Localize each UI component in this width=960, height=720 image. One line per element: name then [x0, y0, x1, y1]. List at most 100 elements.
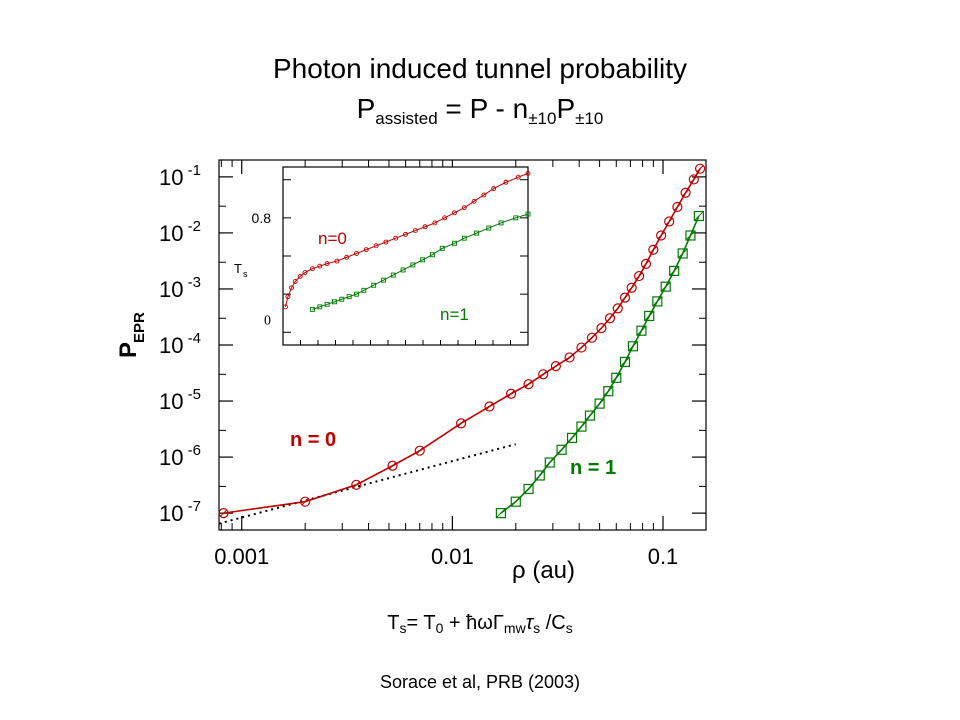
inset-data-point-n0: [461, 205, 467, 211]
data-point-n0: [640, 258, 652, 269]
inset-ylabel-main: T: [234, 261, 242, 276]
data-point-n0: [414, 445, 425, 456]
formula: Ts= T0 + ħωΓmwτs /Cs: [0, 612, 960, 636]
formula-tau-sub: s: [533, 620, 541, 636]
data-point-n0-slash: [301, 498, 309, 506]
formula-t-sub: s: [399, 620, 407, 636]
data-point-n1: [685, 230, 696, 241]
data-point-n1: [644, 310, 655, 322]
data-point-n1: [677, 248, 688, 259]
data-point-n0-slash: [628, 284, 636, 292]
data-point-n1-slash: [534, 470, 545, 481]
data-point-n0: [680, 187, 691, 198]
data-point-n0-slash: [388, 462, 397, 470]
main-axes: 0.001 0.01 0.1 10 -7 10 -6 10 -5 10 -4 10 -3 10 …: [159, 159, 707, 569]
data-point-n1-slash: [636, 325, 647, 336]
data-point-n0: [626, 282, 637, 293]
formula-eq: = T: [406, 612, 436, 634]
formula-t: T: [387, 612, 400, 634]
inset-data-point-n1: [513, 215, 519, 221]
inset-data-point-n0: [432, 220, 438, 226]
data-point-n0: [648, 244, 659, 255]
data-point-n1-slash: [523, 484, 534, 494]
data-point-n0-slash: [657, 231, 665, 240]
data-point-n0: [455, 418, 467, 429]
data-point-n0: [218, 508, 229, 519]
data-point-n0-slash: [577, 344, 585, 352]
data-point-n0: [619, 292, 631, 303]
data-point-n0: [505, 388, 517, 399]
data-point-n1-slash: [567, 433, 577, 443]
data-point-n0: [612, 303, 623, 314]
data-point-n0: [484, 401, 495, 412]
data-point-n1: [611, 372, 622, 383]
data-point-n0-slash: [525, 380, 533, 388]
data-point-n0-slash: [588, 334, 596, 342]
inset-data-point-n0: [344, 254, 350, 260]
data-point-n1: [669, 265, 680, 276]
inset-data-point-n1: [474, 230, 479, 236]
inset-data-point-n1: [339, 296, 345, 302]
inset-data-point-n0: [412, 228, 418, 234]
data-point-n0-slash: [416, 447, 424, 455]
inset-data-point-n0: [525, 170, 531, 176]
inset-data-point-n1: [410, 262, 416, 268]
subtitle-p2: P: [556, 93, 576, 124]
inset-data-point-n0: [285, 294, 291, 300]
inset-data-point-n0: [393, 235, 399, 241]
data-point-n1-slash: [576, 421, 587, 432]
data-point-n0: [633, 270, 645, 282]
data-point-n1-slash: [611, 372, 622, 383]
inset-data-point-n0: [515, 174, 521, 180]
x-tick-label: 0.1: [648, 544, 679, 569]
data-point-n1-slash: [510, 496, 521, 507]
series-label-n1: n = 1: [570, 457, 616, 479]
data-point-n1: [534, 470, 545, 481]
inset-data-point-n1: [324, 301, 330, 307]
data-point-n0-slash: [220, 509, 228, 517]
data-point-n1-slash: [585, 410, 595, 421]
data-point-n1: [584, 410, 596, 421]
data-point-n1: [544, 457, 555, 468]
data-point-n0-slash: [457, 419, 465, 427]
data-point-n1-slash: [544, 457, 555, 468]
subtitle-sub-pm10: ±10: [528, 109, 557, 128]
data-point-n1-slash: [652, 296, 663, 307]
data-point-n0-slash: [649, 246, 657, 254]
data-point-n0: [300, 496, 311, 507]
data-point-n0-slash: [552, 362, 560, 370]
inset-chart: 0.80: [252, 166, 531, 346]
inset-data-point-n1: [371, 282, 377, 288]
data-point-n1-slash: [603, 386, 614, 397]
data-point-n1: [510, 496, 521, 507]
formula-t0-sub: 0: [435, 620, 444, 636]
data-point-n0: [596, 323, 607, 334]
chart-title: Photon induced tunnel probability: [272, 53, 688, 84]
inset-data-point-n0: [422, 224, 428, 230]
formula-div: /C: [540, 612, 566, 634]
data-point-n0-slash: [539, 370, 547, 378]
inset-data-point-n0: [363, 247, 369, 253]
data-point-n1-slash: [694, 211, 704, 221]
data-point-n1: [652, 296, 663, 307]
data-point-n0: [387, 460, 398, 471]
inset-data-point-n1: [461, 235, 467, 241]
inset-y-tick-label: 0.8: [252, 210, 272, 226]
inset-data-point-n0: [302, 270, 308, 275]
y-tick-label: 10 -4: [159, 330, 201, 358]
main-marks: [218, 163, 706, 525]
inset-label-n0: n=0: [318, 229, 347, 248]
inset-data-point-n0: [403, 231, 408, 237]
data-point-n1-slash: [685, 230, 696, 241]
data-point-n0-slash: [673, 203, 681, 211]
data-point-n0: [694, 163, 706, 174]
data-point-n1-slash: [660, 281, 671, 292]
data-point-n1-slash: [556, 444, 567, 455]
inset-data-point-n0: [289, 285, 295, 291]
data-point-n0: [550, 361, 561, 372]
data-point-n1-slash: [620, 357, 630, 367]
formula-tau: τ: [525, 612, 534, 634]
inset-data-point-n0: [452, 210, 457, 216]
inset-label-n1: n=1: [440, 305, 469, 324]
